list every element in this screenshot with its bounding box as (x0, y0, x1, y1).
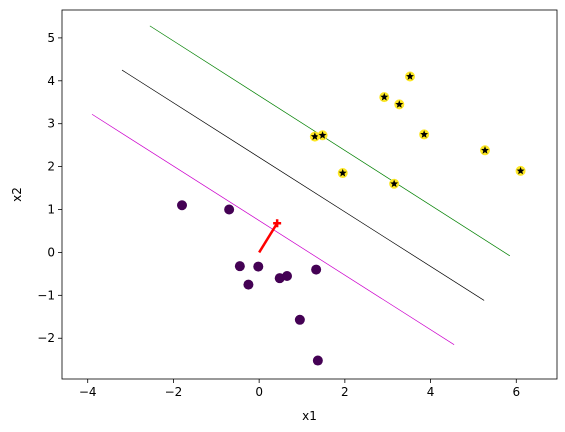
y-tick-label: 2 (47, 160, 55, 174)
class1-star-marker (310, 132, 319, 140)
x-tick-label: −4 (79, 385, 97, 399)
class0-point (294, 314, 305, 325)
y-tick-label: 0 (47, 245, 55, 259)
class1-star-marker (516, 166, 525, 175)
plot-frame (61, 9, 558, 380)
class1-star-marker (318, 131, 327, 139)
weight-vector-line (258, 222, 279, 254)
y-tick-label: 3 (47, 117, 55, 131)
x-tick-label: 0 (255, 385, 263, 399)
class1-star-marker (481, 146, 489, 154)
class0-point (312, 355, 323, 366)
upper-margin-line (149, 25, 511, 257)
class0-point (243, 279, 254, 290)
y-axis-ticks: −2 −1 0 1 2 3 4 5 (37, 31, 62, 345)
class1-star-marker (406, 72, 414, 80)
decision-boundary-line (121, 69, 485, 301)
plot-content (91, 25, 526, 366)
x-axis-ticks: −4 −2 0 2 4 6 (79, 379, 520, 399)
y-axis-label: x2 (10, 187, 24, 202)
class0-point (282, 271, 292, 282)
x-tick-label: 6 (512, 385, 520, 399)
y-tick-label: 1 (47, 203, 55, 217)
class0-point (253, 261, 264, 272)
class0-point (311, 264, 322, 275)
class1-star-marker (390, 179, 399, 188)
class1-star-marker (395, 100, 404, 108)
x-tick-label: 4 (427, 385, 435, 399)
class1-star-marker (420, 130, 429, 138)
x-tick-label: −2 (165, 385, 183, 399)
class1-star-marker (338, 168, 347, 177)
y-tick-label: 5 (47, 31, 55, 45)
y-tick-label: 4 (47, 74, 55, 88)
x-axis-label: x1 (302, 409, 317, 423)
y-tick-label: −2 (37, 331, 55, 345)
class0-point (224, 204, 235, 215)
class1-star-marker (380, 92, 389, 101)
x-tick-label: 2 (341, 385, 349, 399)
weight-vector-tip-marker (273, 219, 282, 228)
class0-point (234, 261, 245, 272)
y-tick-label: −1 (37, 288, 55, 302)
class0-point (177, 200, 187, 211)
